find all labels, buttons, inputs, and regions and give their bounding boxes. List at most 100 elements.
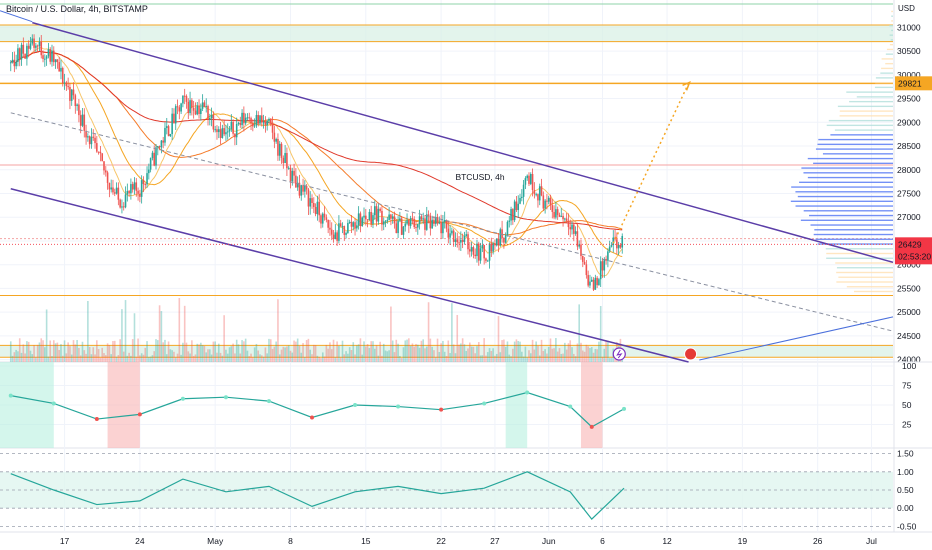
volume-profile-bar [885, 53, 893, 55]
candle-body [280, 143, 283, 158]
candle-body [142, 180, 145, 185]
candle-body [382, 221, 385, 225]
candle-body [338, 223, 340, 241]
volume-bar [343, 354, 346, 362]
candle-body [424, 218, 426, 230]
time-tick-label: 26 [813, 536, 823, 546]
candle-body [528, 175, 530, 184]
volume-bar [18, 338, 21, 362]
volume-bar [232, 343, 234, 362]
volume-bar [22, 344, 25, 362]
volume-profile-bar [828, 119, 893, 122]
candle-body [485, 258, 487, 261]
volume-bar [128, 352, 130, 362]
candle-body [228, 129, 231, 132]
candle-body [469, 249, 471, 252]
volume-bar [121, 309, 123, 362]
time-tick-label: 12 [662, 536, 672, 546]
volume-bar [429, 338, 432, 362]
candle-body [176, 106, 179, 108]
volume-bar [504, 346, 507, 362]
volume-bar [255, 343, 258, 362]
volume-bar [592, 352, 595, 362]
volume-bar [460, 343, 462, 362]
moving-average-line [10, 50, 623, 257]
osc1-point [622, 406, 627, 411]
candle-body [372, 215, 374, 225]
volume-bar [395, 339, 398, 362]
candle-body [463, 235, 466, 242]
candle-body [327, 219, 329, 228]
candle-body [408, 220, 410, 226]
volume-bar [149, 356, 152, 362]
candle-body [438, 222, 441, 224]
time-tick-label: May [207, 536, 224, 546]
volume-bar [228, 347, 231, 362]
symbol-title[interactable]: Bitcoin / U.S. Dollar, 4h, BITSTAMP [6, 4, 148, 14]
volume-bar [508, 354, 511, 362]
candle-body [212, 114, 215, 130]
volume-bar [388, 350, 390, 362]
price-tick-label: 24500 [897, 331, 921, 341]
candle-body [519, 197, 521, 204]
candle-body [113, 192, 116, 194]
volume-bar [339, 357, 342, 362]
volume-bar [29, 350, 32, 362]
volume-bar [599, 306, 602, 362]
candle-body [592, 279, 595, 290]
candle-body [115, 187, 118, 194]
volume-bar [269, 339, 272, 362]
time-tick-label: 17 [60, 536, 70, 546]
candle-body [11, 59, 14, 63]
candle-body [366, 219, 369, 221]
volume-bar [567, 343, 570, 362]
volume-bar [219, 352, 222, 362]
volume-bar [311, 354, 313, 362]
candle-body [88, 136, 91, 145]
volume-bar [182, 342, 184, 362]
candle-body [302, 185, 304, 192]
volume-profile-bar [891, 10, 893, 13]
volume-bar [33, 345, 35, 362]
candle-body [404, 223, 407, 227]
volume-profile-bar [810, 224, 893, 226]
volume-bar [519, 341, 521, 362]
volume-profile-bar [825, 248, 893, 250]
volume-bar [433, 350, 435, 362]
economic-event-icon[interactable] [684, 347, 698, 361]
candle-body [234, 133, 236, 138]
volume-bar [35, 357, 37, 362]
osc1-point [439, 407, 444, 412]
candle-body [201, 102, 204, 109]
volume-bar [594, 348, 597, 362]
volume-bar [406, 339, 408, 362]
candle-body [399, 218, 401, 221]
volume-bar [569, 340, 572, 362]
candle-body [226, 131, 229, 133]
candle-body [261, 115, 263, 123]
candle-body [271, 123, 274, 133]
candle-body [273, 132, 276, 142]
candle-body [316, 201, 319, 215]
osc1-highlight-band [0, 362, 54, 448]
candle-body [87, 136, 89, 138]
candle-body [266, 121, 268, 126]
candle-body [155, 147, 157, 166]
price-tick-label: 25000 [897, 307, 921, 317]
volume-profile-bar [838, 276, 893, 278]
volume-bar [425, 346, 428, 362]
volume-bar [266, 353, 268, 362]
candle-body [418, 216, 421, 225]
time-tick-label: 19 [738, 536, 748, 546]
time-tick-label: 27 [490, 536, 500, 546]
volume-bar [598, 341, 600, 362]
volume-profile-bar [795, 205, 893, 207]
volume-bar [60, 344, 62, 362]
candle-body [13, 59, 16, 67]
candle-body [425, 214, 428, 230]
osc2-tick-label: 0.00 [897, 503, 914, 513]
candle-body [494, 243, 496, 246]
osc2-line [10, 471, 625, 520]
